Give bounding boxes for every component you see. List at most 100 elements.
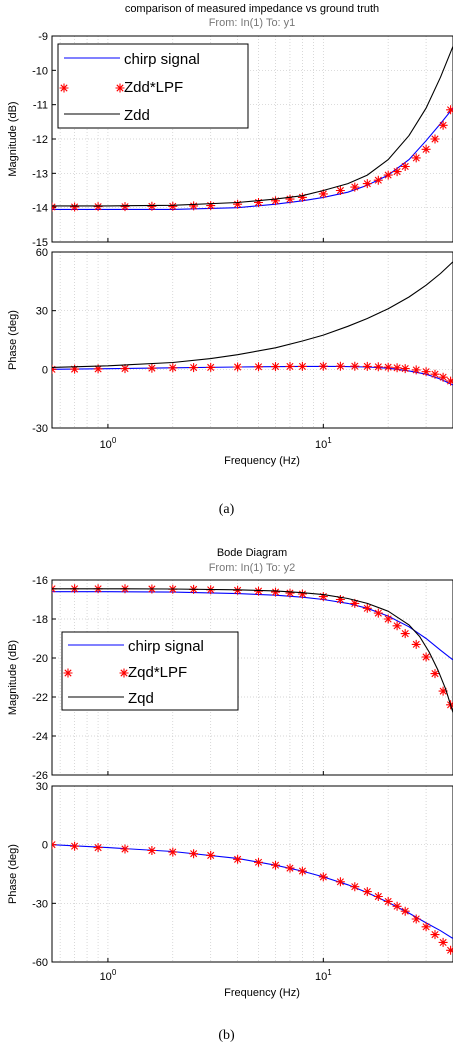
chart-a-panel-2-series-zdd-lpf-point bbox=[446, 376, 453, 386]
chart-b-panel-2-series-zqd-lpf-point bbox=[362, 887, 372, 897]
chart-b-panel-2-series-zqd-lpf-point bbox=[411, 914, 421, 924]
chart-a-panel-2-series-zdd-lpf-point bbox=[411, 365, 421, 375]
chart-a-panel-1-data bbox=[52, 46, 453, 212]
chart-a-panel-1-y-tick-label: -12 bbox=[32, 134, 48, 146]
chart-b-panel-2-series-zqd-lpf-point bbox=[70, 841, 80, 851]
caption-a: (a) bbox=[218, 502, 235, 517]
chart-a-legend-zdd-label: Zdd bbox=[124, 107, 150, 124]
chart-a-panel-1-y-tick-label: -10 bbox=[32, 65, 48, 77]
chart-b-panel-2-axes-box bbox=[51, 785, 453, 963]
chart-a-panel-1-series-zdd-lpf-point bbox=[206, 201, 216, 211]
chart-b-panel-2-series-zqd-lpf-point bbox=[335, 877, 345, 887]
chart-b-panel-1-series-zqd-lpf-point bbox=[373, 608, 383, 618]
chart-a-panel-2-y-tick-label: 30 bbox=[36, 306, 48, 318]
chart-b-panel-1-series-zqd-lpf-point bbox=[411, 639, 421, 649]
chart-a-panel-1-y-tick-label: -13 bbox=[32, 168, 48, 180]
chart-a-panel-1-series-zdd-lpf-point bbox=[70, 202, 80, 212]
chart-b-title: Bode Diagram bbox=[217, 547, 287, 559]
chart-a-panel-2-series-zdd-lpf-point bbox=[206, 362, 216, 372]
chart-b-legend-chirp-signal-label: chirp signal bbox=[128, 638, 204, 655]
chart-b-panel-2-y-tick-label: 0 bbox=[42, 840, 48, 852]
chart-a-panel-2-series-zdd-lpf-point bbox=[52, 364, 57, 374]
chart-b-panel-2-series-zqd-lpf-point bbox=[147, 846, 157, 855]
chart-a-panel-2-y-tick-label: 0 bbox=[42, 364, 48, 376]
chart-b-legend-zqd-lpf-swatch bbox=[119, 668, 129, 678]
chart-b-panel-2-series-zqd-lpf-point bbox=[446, 945, 453, 955]
chart-a-panel-2-ylabel: Phase (deg) bbox=[7, 310, 19, 370]
chart-a-legend bbox=[57, 43, 249, 129]
chart-a-panel-1-series-zdd-lpf-point bbox=[254, 198, 263, 207]
chart-b-panel-1-series-zqd-lpf-point bbox=[421, 652, 431, 662]
chart-a-panel-2-series-zdd-lpf-point bbox=[383, 362, 393, 372]
chart-b-panel-2-series-zqd-lpf-point bbox=[430, 930, 440, 940]
chart-b-panel-1-y-tick-label: -22 bbox=[32, 692, 48, 704]
chart-b-panel-1-series-zqd-lpf-point bbox=[254, 586, 263, 596]
chart-a-panel-1-series-zdd-lpf-point bbox=[93, 202, 103, 212]
chart-a-legend-chirp-signal-label: chirp signal bbox=[124, 51, 200, 68]
chart-a-panel-2-series-zdd-lpf-point bbox=[168, 363, 178, 373]
chart-b-panel-1-y-tick-label: -24 bbox=[32, 731, 48, 743]
chart-b-panel-2-ylabel: Phase (deg) bbox=[7, 844, 19, 904]
chart-b-legend bbox=[61, 631, 239, 711]
chart-a-panel-2-series-zdd-line bbox=[52, 261, 453, 368]
chart-a-panel-2-series-zdd-lpf-point bbox=[285, 361, 295, 371]
chart-b-panel-1-y-tick-label: -18 bbox=[32, 614, 48, 626]
chart-b-panel-1-series-zqd-lpf-point bbox=[392, 621, 402, 631]
chart-b-subtitle: From: In(1) To: y2 bbox=[209, 562, 296, 574]
chart-b-panel-2-series-zqd-lpf-point bbox=[438, 937, 448, 947]
chart-a-panel-2-y-tick-label: 60 bbox=[36, 247, 48, 259]
chart-b-panel-2-data bbox=[52, 840, 453, 955]
chart-b-panel-2-series-zqd-lpf-point bbox=[392, 901, 402, 911]
chart-a-panel-1-series-zdd-lpf-point bbox=[271, 196, 280, 206]
chart-b-panel-2-series-zqd-lpf-point bbox=[254, 857, 263, 867]
chart-b-panel-2-y-tick-label: -60 bbox=[32, 957, 48, 969]
chart-a-panel-2-series-zdd-lpf-point bbox=[297, 361, 307, 371]
chart-a-panel-2-series-zdd-lpf-point bbox=[147, 363, 157, 373]
chart-a-panel-1-series-zdd-lpf-point bbox=[438, 120, 448, 130]
chart-b-panel-1-axes-box bbox=[51, 579, 453, 776]
chart-a-panel-2-series-zdd-lpf-point bbox=[254, 362, 263, 372]
chart-b-panel-2-series-zqd-lpf-point bbox=[233, 854, 243, 864]
chart-a-panel-1-series-zdd-lpf-point bbox=[168, 201, 178, 211]
chart-b-panel-2-series-zqd-lpf-point bbox=[52, 840, 57, 850]
chart-b-panel-1-series-zqd-lpf-point bbox=[430, 669, 440, 679]
chart-a-x-tick-label: 101 bbox=[315, 436, 332, 451]
chart-a-panel-1-series-zdd-lpf-point bbox=[189, 201, 199, 211]
chart-b-panel-2-series-zqd-lpf-point bbox=[93, 843, 103, 853]
chart-a-panel-1-series-zdd-lpf-point bbox=[411, 153, 421, 163]
chart-a-panel-2-series-zdd-lpf-point bbox=[392, 363, 402, 373]
chart-b-panel-2-series-zqd-lpf-point bbox=[285, 863, 295, 873]
chart-a-panel-2-series-zdd-lpf-point bbox=[189, 363, 199, 373]
chart-a-panel-2-series-zdd-lpf-point bbox=[400, 364, 410, 374]
chart-b-panel-1-series-zqd-lpf-point bbox=[383, 614, 393, 624]
chart-b-legend-zqd-lpf-swatch bbox=[63, 668, 73, 678]
chart-a-panel-1-series-zdd-lpf-point bbox=[350, 182, 360, 192]
chart-a-panel-1-series-zdd-lpf-point bbox=[285, 194, 295, 204]
chart-a-subtitle: From: In(1) To: y1 bbox=[209, 17, 296, 29]
chart-a-panel-1-series-zdd-lpf-point bbox=[297, 192, 307, 202]
chart-b-panel-2-series-zqd-lpf-point bbox=[206, 850, 216, 860]
chart-b-panel-2-series-zqd-lpf-point bbox=[350, 882, 360, 892]
chart-a-panel-2-series-zdd-lpf-point bbox=[335, 361, 345, 371]
chart-a-panel-1-series-zdd-lpf-point bbox=[52, 202, 57, 212]
chart-b-panel-2-y-tick-label: 30 bbox=[36, 781, 48, 793]
chart-b-panel-2-series-zqd-lpf-point bbox=[373, 892, 383, 901]
chart-a-panel-2-series-zdd-lpf-point bbox=[233, 362, 243, 372]
chart-b-legend-zqd-label: Zqd bbox=[128, 690, 154, 707]
chart-b-x-tick-label: 101 bbox=[315, 968, 332, 983]
chart-a-panel-2-series-zdd-lpf-point bbox=[421, 367, 431, 377]
chart-a-panel-2-series-zdd-lpf-point bbox=[120, 364, 130, 374]
chart-a-panel-2-series-chirp-signal-line bbox=[52, 365, 453, 386]
chart-b-panel-2-series-chirp-signal-line bbox=[52, 844, 453, 939]
chart-b-panel-2 bbox=[51, 785, 453, 963]
chart-a-panel-2-series-zdd-lpf-point bbox=[93, 364, 103, 374]
chart-a-panel-1-series-zdd-lpf-point bbox=[373, 175, 383, 185]
chart-a-panel-2-y-tick-label: -30 bbox=[32, 423, 48, 435]
chart-a-panel-1-series-zdd-lpf-point bbox=[430, 134, 440, 144]
chart-a-panel-1-y-tick-label: -14 bbox=[32, 203, 48, 215]
chart-a-panel-1-series-zdd-lpf-point bbox=[233, 199, 243, 209]
chart-a-xlabel: Frequency (Hz) bbox=[224, 455, 300, 467]
chart-a-panel-2-series-zdd-lpf-point bbox=[70, 364, 80, 374]
chart-a-panel-2-series-zdd-lpf-point bbox=[271, 362, 280, 372]
chart-a-panel-1-series-zdd-lpf-point bbox=[383, 170, 393, 180]
